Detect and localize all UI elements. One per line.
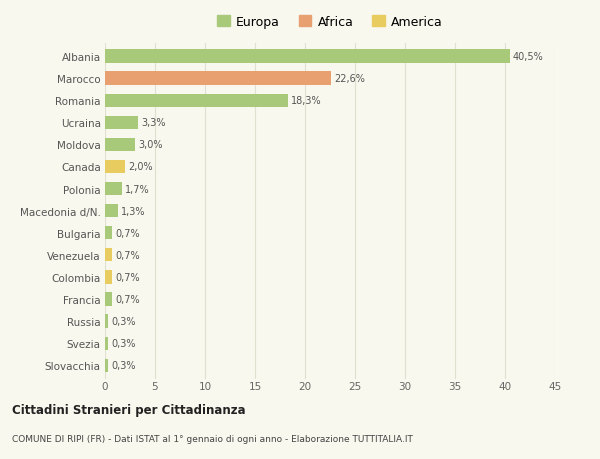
Text: 40,5%: 40,5% xyxy=(513,52,544,62)
Text: 3,0%: 3,0% xyxy=(138,140,163,150)
Bar xyxy=(105,50,510,63)
Bar xyxy=(105,94,288,107)
Text: 1,3%: 1,3% xyxy=(121,206,146,216)
Bar xyxy=(105,116,138,129)
Bar xyxy=(105,161,125,174)
Text: 0,7%: 0,7% xyxy=(115,250,140,260)
Text: Cittadini Stranieri per Cittadinanza: Cittadini Stranieri per Cittadinanza xyxy=(12,403,245,416)
Text: 0,7%: 0,7% xyxy=(115,228,140,238)
Text: 0,3%: 0,3% xyxy=(111,316,136,326)
Bar xyxy=(105,359,108,372)
Legend: Europa, Africa, America: Europa, Africa, America xyxy=(212,11,448,34)
Text: 0,7%: 0,7% xyxy=(115,272,140,282)
Text: 0,7%: 0,7% xyxy=(115,294,140,304)
Text: 2,0%: 2,0% xyxy=(128,162,152,172)
Bar xyxy=(105,139,135,151)
Bar xyxy=(105,271,112,284)
Text: 3,3%: 3,3% xyxy=(141,118,166,128)
Text: 0,3%: 0,3% xyxy=(111,338,136,348)
Bar xyxy=(105,337,108,350)
Text: COMUNE DI RIPI (FR) - Dati ISTAT al 1° gennaio di ogni anno - Elaborazione TUTTI: COMUNE DI RIPI (FR) - Dati ISTAT al 1° g… xyxy=(12,434,413,442)
Bar xyxy=(105,293,112,306)
Text: 0,3%: 0,3% xyxy=(111,360,136,370)
Bar xyxy=(105,315,108,328)
Bar xyxy=(105,205,118,218)
Bar xyxy=(105,227,112,240)
Text: 1,7%: 1,7% xyxy=(125,184,149,194)
Bar xyxy=(105,183,122,196)
Bar xyxy=(105,72,331,85)
Bar xyxy=(105,249,112,262)
Text: 22,6%: 22,6% xyxy=(334,74,365,84)
Text: 18,3%: 18,3% xyxy=(291,96,322,106)
